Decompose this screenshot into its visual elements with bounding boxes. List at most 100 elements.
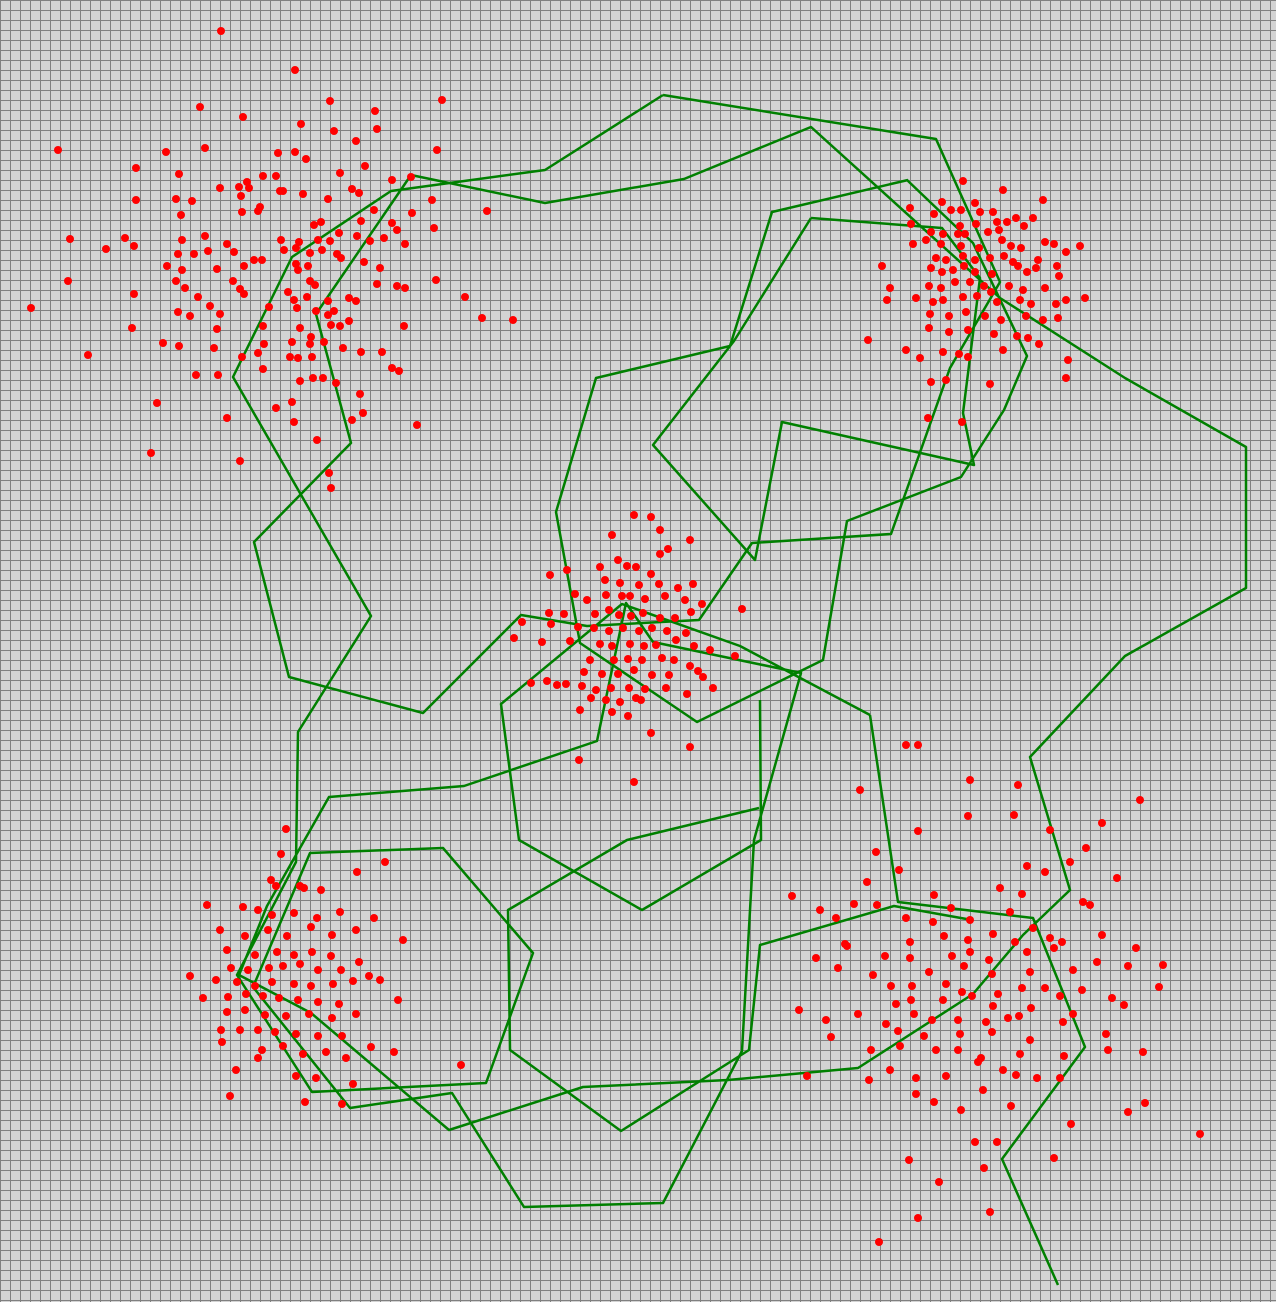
- data-point: [327, 484, 335, 492]
- data-point: [627, 612, 635, 620]
- data-point: [979, 1086, 987, 1094]
- data-point: [178, 236, 186, 244]
- data-point: [238, 353, 246, 361]
- data-point: [639, 609, 647, 617]
- data-point: [560, 610, 568, 618]
- data-point: [1078, 986, 1086, 994]
- data-point: [188, 197, 196, 205]
- data-point: [303, 293, 311, 301]
- data-point: [1039, 316, 1047, 324]
- data-point: [196, 103, 204, 111]
- data-point: [686, 743, 694, 751]
- data-point: [1102, 1030, 1110, 1038]
- data-point: [939, 996, 947, 1004]
- data-point: [432, 276, 440, 284]
- data-point: [306, 340, 314, 348]
- data-point: [373, 125, 381, 133]
- data-point: [433, 146, 441, 154]
- data-point: [212, 976, 220, 984]
- data-point: [335, 1000, 343, 1008]
- data-point: [966, 278, 974, 286]
- data-point: [1029, 924, 1037, 932]
- data-point: [242, 990, 250, 998]
- data-point: [543, 677, 551, 685]
- data-point: [213, 325, 221, 333]
- data-point: [905, 1156, 913, 1164]
- data-point: [872, 848, 880, 856]
- data-point: [217, 27, 225, 35]
- data-point: [1055, 272, 1063, 280]
- data-point: [238, 208, 246, 216]
- data-point: [867, 1046, 875, 1054]
- data-point: [313, 914, 321, 922]
- data-point: [618, 592, 626, 600]
- data-point: [947, 206, 955, 214]
- data-point: [313, 436, 321, 444]
- data-point: [1136, 796, 1144, 804]
- data-point: [1018, 890, 1026, 898]
- data-point: [230, 248, 238, 256]
- data-point: [619, 624, 627, 632]
- data-point: [259, 365, 267, 373]
- data-point: [327, 321, 335, 329]
- data-point: [314, 236, 322, 244]
- data-point: [962, 308, 970, 316]
- data-point: [1041, 238, 1049, 246]
- data-point: [812, 954, 820, 962]
- data-point: [566, 637, 574, 645]
- data-point: [318, 246, 326, 254]
- data-point: [393, 282, 401, 290]
- data-point: [337, 966, 345, 974]
- data-point: [380, 234, 388, 242]
- data-point: [937, 284, 945, 292]
- data-point: [916, 354, 924, 362]
- data-point: [925, 324, 933, 332]
- data-point: [1120, 1001, 1128, 1009]
- data-point: [964, 326, 972, 334]
- cluster-center: [510, 511, 746, 786]
- data-point: [1082, 844, 1090, 852]
- data-point: [954, 1046, 962, 1054]
- data-point: [163, 262, 171, 270]
- data-point: [272, 404, 280, 412]
- data-point: [277, 850, 285, 858]
- data-point: [326, 97, 334, 105]
- data-point: [988, 1028, 996, 1036]
- data-point: [216, 184, 224, 192]
- data-point: [1141, 1099, 1149, 1107]
- data-point: [286, 353, 294, 361]
- data-point: [376, 976, 384, 984]
- data-point: [661, 592, 669, 600]
- data-point: [510, 634, 518, 642]
- data-point: [388, 176, 396, 184]
- data-point: [254, 349, 262, 357]
- data-point: [626, 640, 634, 648]
- data-point: [353, 868, 361, 876]
- data-point: [960, 262, 968, 270]
- data-point: [290, 980, 298, 988]
- data-point: [277, 236, 285, 244]
- data-point: [942, 256, 950, 264]
- data-point: [942, 376, 950, 384]
- data-point: [1007, 242, 1015, 250]
- data-point: [401, 284, 409, 292]
- data-point: [912, 294, 920, 302]
- data-point: [1005, 282, 1013, 290]
- data-point: [294, 996, 302, 1004]
- data-point: [738, 605, 746, 613]
- data-point: [994, 990, 1002, 998]
- data-point: [638, 656, 646, 664]
- data-point: [336, 322, 344, 330]
- data-point: [194, 293, 202, 301]
- data-point: [1079, 898, 1087, 906]
- data-point: [929, 918, 937, 926]
- data-point: [309, 374, 317, 382]
- data-point: [1023, 268, 1031, 276]
- data-point: [254, 1054, 262, 1062]
- data-point: [980, 1164, 988, 1172]
- data-point: [964, 936, 972, 944]
- data-point: [959, 177, 967, 185]
- path-d: [868, 714, 1087, 1286]
- data-point: [920, 1032, 928, 1040]
